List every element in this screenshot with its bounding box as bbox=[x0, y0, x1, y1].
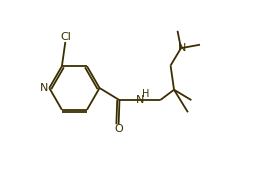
Text: N: N bbox=[178, 43, 186, 53]
Text: H: H bbox=[142, 89, 149, 99]
Text: N: N bbox=[135, 95, 144, 105]
Text: N: N bbox=[40, 83, 49, 93]
Text: O: O bbox=[114, 124, 123, 134]
Text: Cl: Cl bbox=[61, 32, 72, 42]
